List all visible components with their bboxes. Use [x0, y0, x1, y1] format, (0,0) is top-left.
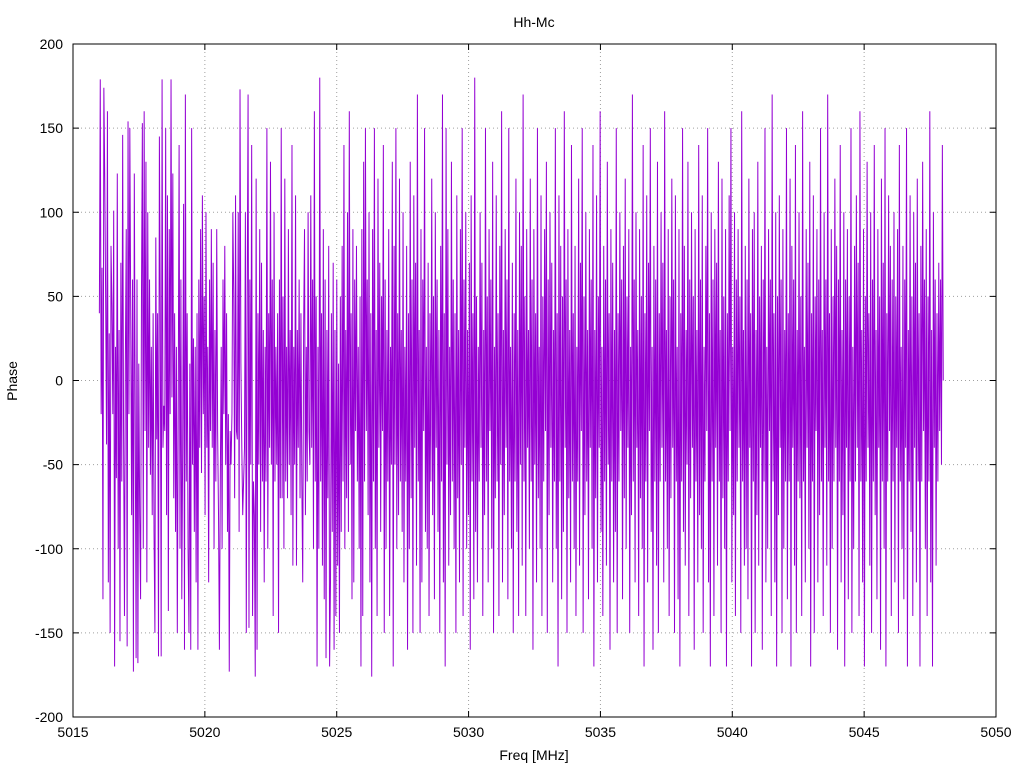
x-tick-label: 5035	[585, 724, 616, 740]
y-tick-label: 200	[40, 36, 64, 52]
y-tick-label: -150	[35, 625, 63, 641]
x-tick-label: 5015	[57, 724, 88, 740]
x-tick-label: 5020	[189, 724, 220, 740]
y-ticks: -200 -150 -100 -50 0 50 100 150 200	[35, 36, 996, 725]
series-line	[98, 77, 944, 677]
plot-series	[98, 77, 944, 677]
x-axis-label: Freq [MHz]	[499, 747, 568, 763]
x-tick-label: 5050	[980, 724, 1011, 740]
x-tick-label: 5030	[453, 724, 484, 740]
chart-title: Hh-Mc	[513, 14, 554, 30]
y-tick-label: 150	[40, 120, 64, 136]
y-tick-label: -200	[35, 709, 63, 725]
y-tick-label: -100	[35, 541, 63, 557]
x-ticks: 5015 5020 5025 5030 5035 5040 5045 5050	[57, 44, 1012, 740]
x-tick-label: 5045	[849, 724, 880, 740]
y-axis-label: Phase	[4, 361, 20, 401]
y-tick-label: 0	[55, 373, 63, 389]
plot-frame	[72, 43, 997, 718]
y-tick-label: -50	[43, 457, 63, 473]
x-tick-label: 5025	[321, 724, 352, 740]
y-tick-label: 50	[47, 288, 63, 304]
y-tick-label: 100	[40, 204, 64, 220]
x-tick-label: 5040	[717, 724, 748, 740]
